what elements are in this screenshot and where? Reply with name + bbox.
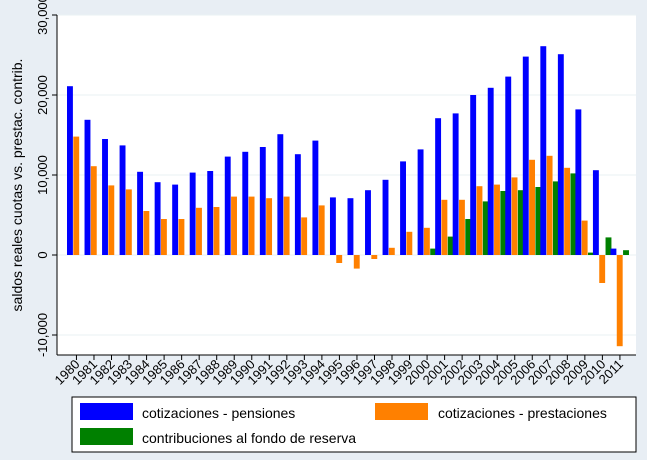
legend-label-prestaciones: cotizaciones - prestaciones — [438, 405, 607, 421]
legend-swatch-fondo-reserva — [80, 428, 133, 445]
y-tick-label: 0 — [35, 251, 50, 258]
bar — [581, 220, 588, 255]
legend-box — [71, 396, 637, 453]
bar — [470, 95, 477, 255]
bar — [417, 149, 424, 255]
bar — [465, 219, 472, 255]
bar — [588, 252, 594, 255]
bar — [599, 255, 606, 283]
bar — [605, 237, 612, 255]
bar — [283, 196, 290, 255]
bar — [119, 145, 126, 255]
bar — [423, 227, 430, 255]
y-tick-label: 30,000 — [35, 0, 50, 35]
bar — [388, 247, 395, 255]
legend: cotizaciones - pensiones cotizaciones - … — [71, 396, 637, 453]
bar — [517, 190, 524, 255]
bar — [160, 219, 167, 255]
bar — [487, 87, 494, 255]
bar — [564, 167, 571, 255]
bar — [552, 181, 559, 255]
bar — [84, 119, 91, 255]
bar — [476, 186, 483, 255]
bar — [178, 219, 185, 255]
bar — [371, 255, 378, 259]
legend-label-fondo-reserva: contribuciones al fondo de reserva — [142, 430, 356, 446]
bar — [90, 166, 97, 255]
bar — [242, 151, 249, 255]
bar — [511, 177, 518, 255]
bar — [196, 207, 202, 255]
plot-area — [57, 15, 636, 355]
bar — [500, 191, 507, 255]
bar — [482, 201, 489, 255]
bar — [266, 198, 273, 255]
bar — [137, 171, 144, 255]
bar — [458, 199, 465, 255]
bar — [213, 207, 220, 255]
bar — [189, 172, 196, 255]
bar — [430, 248, 437, 255]
bar — [546, 155, 553, 255]
bar — [301, 217, 308, 255]
bar — [452, 113, 459, 256]
bar — [125, 189, 132, 255]
bar — [294, 154, 301, 255]
bar — [231, 196, 237, 255]
bar — [592, 170, 599, 255]
bar — [447, 236, 454, 255]
bar — [259, 147, 266, 255]
bar — [441, 199, 448, 255]
bar — [336, 255, 343, 263]
bar — [353, 255, 360, 269]
bar — [382, 179, 389, 255]
y-tick-label: -10,000 — [35, 313, 50, 357]
bar — [102, 139, 108, 255]
legend-swatch-pensiones — [80, 403, 133, 420]
bar — [143, 211, 150, 255]
bar — [400, 161, 406, 255]
bar — [224, 156, 231, 255]
bar — [435, 118, 442, 255]
bar — [570, 173, 577, 255]
bar — [67, 86, 73, 255]
bar — [616, 255, 623, 347]
bar — [505, 76, 512, 255]
bar — [207, 171, 214, 255]
bar — [277, 134, 284, 255]
legend-label-pensiones: cotizaciones - pensiones — [142, 405, 295, 421]
bar — [529, 159, 536, 255]
bar — [610, 248, 617, 255]
bar — [406, 231, 413, 255]
bar — [575, 109, 582, 256]
legend-swatch-prestaciones — [375, 403, 428, 420]
bar — [108, 185, 115, 255]
bar — [154, 182, 161, 255]
bar — [494, 184, 500, 255]
bar — [540, 46, 547, 256]
bar — [365, 190, 371, 255]
bar — [329, 197, 336, 255]
bars — [67, 46, 629, 347]
bar — [172, 184, 179, 255]
y-tick-label: 20,000 — [35, 75, 50, 115]
bar — [318, 205, 325, 255]
bar — [522, 56, 529, 255]
y-axis: -10,000 0 10,000 20,000 30,000 — [35, 0, 58, 357]
bar — [623, 250, 629, 255]
bar — [347, 198, 354, 255]
bar — [248, 196, 255, 255]
bar — [535, 187, 542, 255]
y-axis-label: saldos reales cuotas vs. prestac. contri… — [9, 59, 25, 312]
bar — [73, 136, 80, 255]
y-tick-label: 10,000 — [35, 155, 50, 195]
bar — [312, 140, 319, 255]
bar — [557, 54, 564, 256]
